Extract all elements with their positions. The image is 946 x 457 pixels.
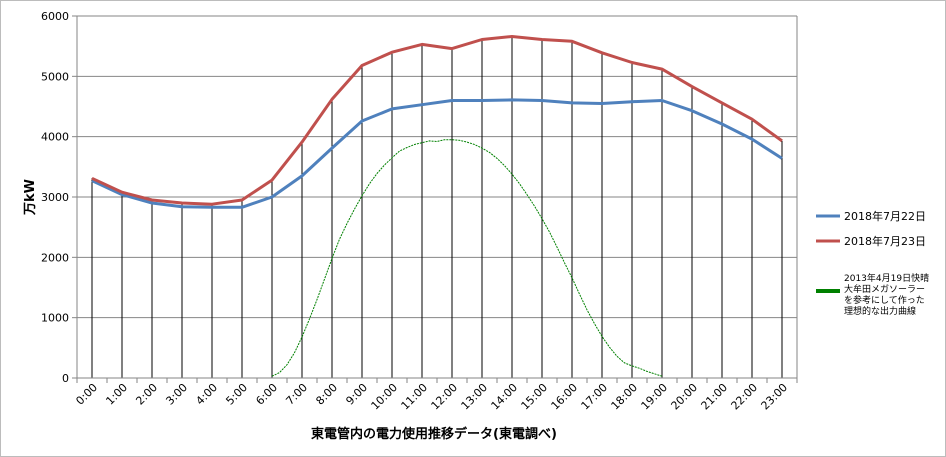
y-tick-label: 3000 (41, 191, 69, 204)
axis-layer: 0 1000 2000 3000 4000 5000 6000 0:00 1:00 2:00 3:0… (41, 10, 798, 413)
legend-label-line: 2013年4月19日快晴 (844, 272, 929, 284)
x-tick-label: 11:00 (399, 381, 431, 413)
x-tick-label: 12:00 (429, 381, 461, 413)
series-layer (91, 35, 783, 377)
series-line-1 (91, 98, 783, 209)
y-tick-label: 4000 (41, 131, 69, 144)
x-tick-label: 0:00 (73, 381, 100, 408)
series-line-2 (91, 35, 783, 206)
hour-drop-lines (91, 36, 783, 378)
y-tick-label: 6000 (41, 10, 69, 23)
legend: 2018年7月22日 2018年7月23日 2013年4月19日快晴大牟田メガソーラ… (816, 209, 929, 317)
y-axis-title: 万kW (23, 179, 38, 216)
x-tick-label: 20:00 (669, 381, 701, 413)
series-line-3 (271, 139, 663, 377)
y-tick-label: 2000 (41, 251, 69, 264)
x-tick-label: 7:00 (283, 381, 310, 408)
x-tick-label: 22:00 (729, 381, 761, 413)
x-tick-label: 10:00 (369, 381, 401, 413)
legend-label-line: を参考にして作った (844, 294, 925, 306)
x-tick-label: 18:00 (609, 381, 641, 413)
legend-label: 2018年7月22日 (844, 209, 926, 223)
x-tick-label: 1:00 (103, 381, 130, 408)
x-tick-label: 23:00 (759, 381, 791, 413)
x-tick-label: 6:00 (253, 381, 280, 408)
y-tick-label: 1000 (41, 312, 69, 325)
x-tick-label: 9:00 (343, 381, 370, 408)
y-tick-label: 5000 (41, 70, 69, 83)
x-tick-label: 21:00 (699, 381, 731, 413)
x-axis-title: 東電管内の電力使用推移データ(東電調べ) (311, 426, 557, 442)
x-tick-label: 2:00 (133, 381, 160, 408)
legend-item-2: 2018年7月23日 (816, 234, 926, 248)
legend-label-line: 大牟田メガソーラー (844, 283, 925, 295)
x-tick-label: 3:00 (163, 381, 190, 408)
x-tick-label: 13:00 (459, 381, 491, 413)
x-tick-label: 4:00 (193, 381, 220, 408)
legend-label-line: 理想的な出力曲線 (844, 305, 916, 317)
x-tick-label: 15:00 (519, 381, 551, 413)
legend-label: 2018年7月23日 (844, 234, 926, 248)
legend-item-1: 2018年7月22日 (816, 209, 926, 223)
x-tick-label: 8:00 (313, 381, 340, 408)
y-tick-label: 0 (62, 372, 69, 385)
x-tick-label: 17:00 (579, 381, 611, 413)
x-tick-label: 16:00 (549, 381, 581, 413)
x-tick-label: 19:00 (639, 381, 671, 413)
x-tick-label: 14:00 (489, 381, 521, 413)
x-tick-label: 5:00 (223, 381, 250, 408)
grid-layer (77, 15, 797, 379)
